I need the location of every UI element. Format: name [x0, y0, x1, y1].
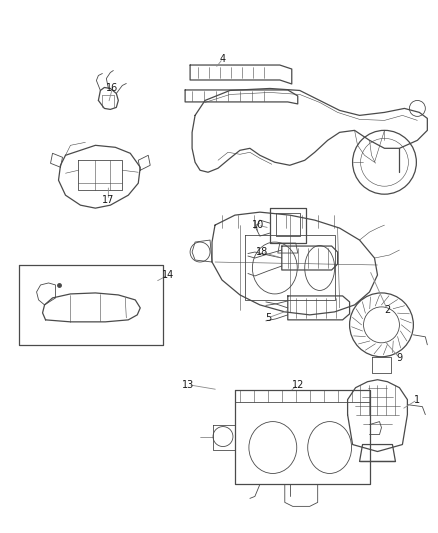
Text: 9: 9	[396, 353, 403, 363]
Text: 16: 16	[106, 84, 118, 93]
Text: 18: 18	[256, 247, 268, 257]
Text: 13: 13	[182, 379, 194, 390]
Text: 10: 10	[252, 220, 264, 230]
Text: 17: 17	[102, 195, 115, 205]
Text: 12: 12	[292, 379, 304, 390]
Text: 2: 2	[384, 305, 391, 315]
Text: 14: 14	[162, 270, 174, 280]
Text: 1: 1	[414, 394, 420, 405]
Text: 4: 4	[220, 53, 226, 63]
Text: 5: 5	[265, 313, 271, 323]
